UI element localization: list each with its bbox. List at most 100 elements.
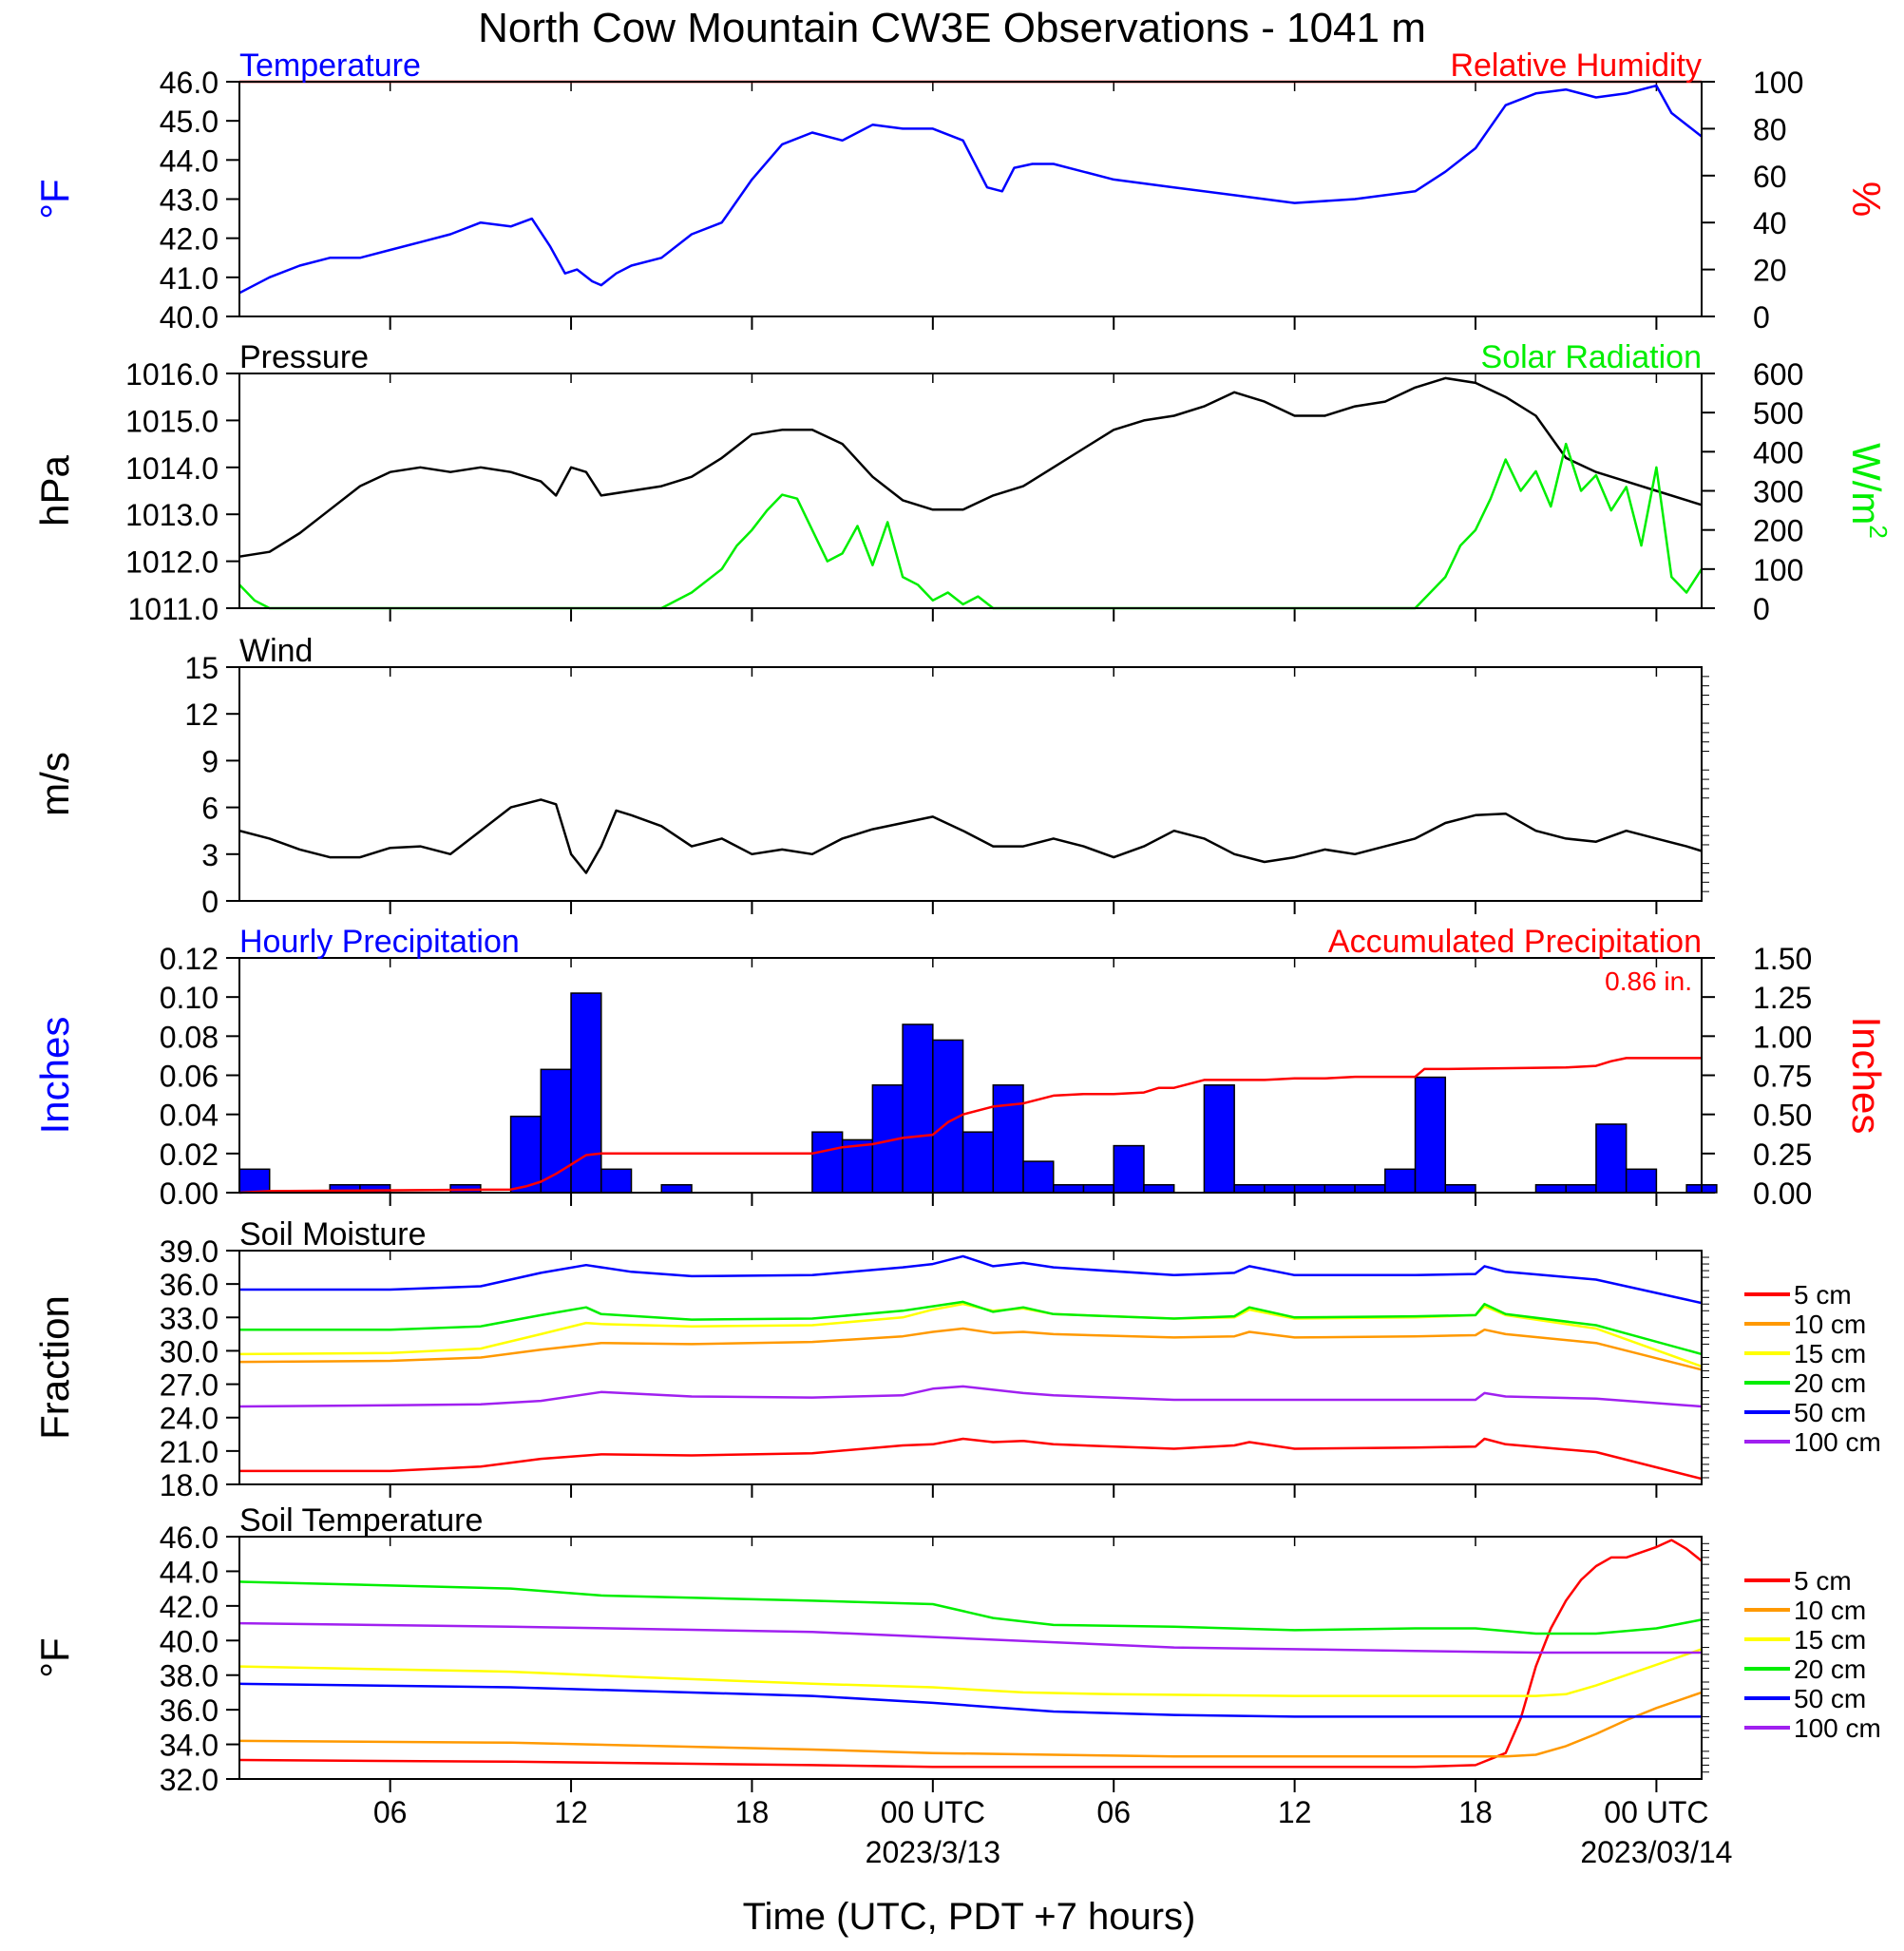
legend-label: 10 cm — [1794, 1310, 1866, 1339]
y-tick-label-left: 33.0 — [160, 1301, 219, 1335]
y-axis-label-left: °F — [32, 1637, 77, 1677]
x-axis-label: Time (UTC, PDT +7 hours) — [743, 1896, 1196, 1938]
panel-title-left: Wind — [239, 633, 313, 669]
legend-label: 5 cm — [1794, 1566, 1852, 1596]
series-line — [239, 1437, 1703, 1481]
precip-bar — [992, 1084, 1024, 1194]
precip-bar — [902, 1023, 934, 1194]
legend-label: 15 cm — [1794, 1339, 1866, 1368]
series-line — [239, 1254, 1703, 1305]
precip-bar — [1082, 1184, 1114, 1194]
panel-2: 1011.0 1012.0 1013.0 1014.0 1015.0 1016.0 0 100… — [32, 339, 1893, 626]
series-line — [238, 1539, 1703, 1769]
series-line — [238, 1385, 1703, 1408]
plot-frame — [238, 666, 1703, 902]
y-tick-label-left: 1012.0 — [125, 545, 219, 580]
x-tick-label: 00 UTC — [881, 1795, 985, 1829]
series-line — [238, 1621, 1702, 1655]
legend-label: 20 cm — [1794, 1655, 1866, 1684]
y-tick-label-left: 40.0 — [160, 300, 219, 335]
y-tick-label-left: 32.0 — [160, 1763, 219, 1797]
y-tick-label-right: 60 — [1753, 160, 1787, 194]
panel-title-right: Accumulated Precipitation — [1328, 924, 1702, 960]
y-tick-label-left: 44.0 — [160, 1555, 219, 1589]
series-line — [238, 1580, 1703, 1635]
plot-frame — [238, 373, 1703, 609]
y-tick-label-right: 0 — [1753, 300, 1770, 335]
y-tick-label-left: 3 — [201, 838, 219, 872]
precip-bar — [1203, 1084, 1235, 1194]
y-tick-label-left: 18.0 — [160, 1468, 219, 1502]
legend-label: 100 cm — [1794, 1427, 1881, 1457]
panel-title-left: Temperature — [239, 48, 421, 84]
y-axis-label-right: W/m2 — [1844, 443, 1893, 539]
y-tick-label-right: 600 — [1753, 357, 1803, 392]
precip-bar — [811, 1131, 844, 1194]
legend-label: 50 cm — [1794, 1398, 1866, 1427]
y-tick-label-left: 0.02 — [160, 1138, 219, 1172]
precip-bar — [1053, 1184, 1085, 1194]
precip-bar — [1323, 1184, 1356, 1194]
panel-4: 0.00 0.02 0.04 0.06 0.08 0.10 0.12 0.00 0.25 0.50… — [32, 924, 1889, 1211]
y-tick-label-left: 6 — [201, 792, 219, 826]
panel-title-left: Soil Temperature — [239, 1502, 483, 1539]
y-tick-label-left: 46.0 — [160, 1521, 219, 1555]
precip-bar — [1534, 1184, 1567, 1194]
series-line — [238, 376, 1703, 558]
y-tick-label-right: 0.50 — [1753, 1099, 1812, 1133]
panel-title-left: Pressure — [239, 339, 369, 375]
panel-title-left: Hourly Precipitation — [239, 924, 520, 960]
panel-title-right: Solar Radiation — [1481, 339, 1702, 375]
y-tick-label-left: 1011.0 — [128, 592, 219, 626]
precip-bar — [660, 1184, 693, 1194]
series-line — [238, 798, 1703, 874]
y-tick-label-left: 34.0 — [160, 1729, 219, 1763]
y-tick-label-left: 1013.0 — [125, 498, 219, 532]
precip-bar — [962, 1131, 995, 1194]
series-line — [238, 1302, 1703, 1368]
y-axis-label-left: m/s — [32, 752, 77, 816]
precip-bar — [1384, 1168, 1417, 1194]
figure-title: North Cow Mountain CW3E Observations - 1… — [478, 5, 1426, 51]
x-tick-label: 12 — [554, 1795, 588, 1829]
y-tick-label-left: 0.06 — [160, 1060, 219, 1094]
y-axis-label-right-superscript: 2 — [1864, 525, 1893, 538]
y-tick-label-left: 43.0 — [160, 183, 219, 218]
y-tick-label-right: 20 — [1753, 254, 1787, 288]
x-tick-label: 00 UTC — [1604, 1795, 1708, 1829]
y-tick-label-left: 36.0 — [160, 1693, 219, 1728]
y-axis-label-left: hPa — [32, 454, 77, 526]
plot-frame — [238, 957, 1703, 1194]
y-tick-label-right: 300 — [1753, 475, 1803, 509]
y-tick-label-right: 100 — [1753, 66, 1803, 100]
legend-label: 100 cm — [1794, 1713, 1881, 1743]
y-tick-label-right: 0 — [1753, 592, 1770, 626]
panel-6: 32.034.036.038.040.042.044.046.0 Soil Tem… — [32, 1502, 1881, 1797]
precip-bar — [1293, 1184, 1326, 1194]
precip-total-annotation: 0.86 in. — [1605, 966, 1692, 996]
legend-label: 20 cm — [1794, 1368, 1866, 1398]
y-axis-label-right: % — [1844, 182, 1889, 217]
y-tick-label-left: 30.0 — [160, 1334, 219, 1368]
y-tick-label-right: 1.50 — [1753, 942, 1812, 976]
precip-bar — [600, 1168, 633, 1194]
y-tick-label-left: 24.0 — [160, 1402, 219, 1436]
legend-label: 50 cm — [1794, 1684, 1866, 1713]
x-date-label: 2023/03/14 — [1580, 1835, 1732, 1869]
precip-bar — [1354, 1184, 1386, 1194]
y-tick-label-left: 15 — [184, 651, 219, 685]
y-tick-label-left: 41.0 — [160, 261, 219, 296]
series-line — [238, 442, 1704, 610]
y-tick-label-left: 0.12 — [160, 942, 219, 976]
legend-label: 10 cm — [1794, 1596, 1866, 1625]
y-tick-label-left: 0.00 — [160, 1176, 219, 1211]
precip-bar — [509, 1115, 543, 1194]
x-tick-label: 18 — [1458, 1795, 1493, 1829]
series-line — [238, 1057, 1702, 1195]
y-tick-label-right: 200 — [1753, 514, 1803, 548]
legend-label: 15 cm — [1794, 1625, 1866, 1655]
y-tick-label-right: 0.25 — [1753, 1138, 1812, 1172]
y-tick-label-left: 12 — [184, 698, 219, 732]
plot-frame — [238, 1250, 1703, 1485]
